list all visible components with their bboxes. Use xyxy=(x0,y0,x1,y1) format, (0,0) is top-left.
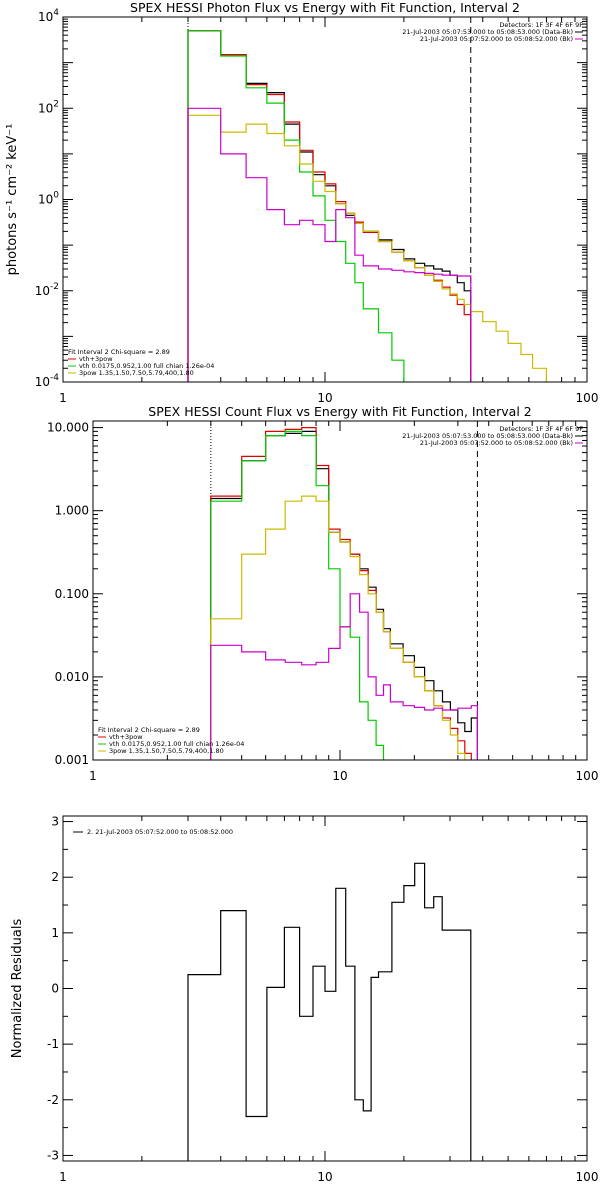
legend-entry: 21-Jul-2003 05:07:52.000 to 05:08:52.000… xyxy=(420,35,573,43)
y-tick-label: 10.000 xyxy=(47,421,89,435)
legend-entry: 21-Jul-2003 05:07:53.000 to 05:08:53.000… xyxy=(402,28,573,36)
y-axis: 0.001 0.010 0.100 1.000 10.000 xyxy=(47,421,587,767)
y-tick-label: -2 xyxy=(47,1093,59,1107)
series-2-line xyxy=(187,30,472,382)
y-tick-label: 0.100 xyxy=(55,587,89,601)
y-tick-label: -1 xyxy=(47,1037,59,1051)
y-axis-label: Normalized Residuals xyxy=(10,919,25,1059)
series-1-line xyxy=(187,862,472,1161)
y-axis: -3 -2 -1 0 1 2 3 xyxy=(47,815,587,1162)
y-tick-label: 0 xyxy=(51,982,59,996)
legend-bottom: Fit Interval 2 Chi-square = 2.89vth+3pow… xyxy=(98,726,244,755)
y-tick-label: 1.000 xyxy=(55,504,89,518)
y-tick-exponent: -2 xyxy=(50,282,59,292)
y-tick-label: 10-2 xyxy=(35,282,59,298)
legend-entry: Fit Interval 2 Chi-square = 2.89 xyxy=(68,348,170,356)
series-group xyxy=(187,862,472,1161)
legend-entry: Detectors: 1F 3F 4F 6F 9F xyxy=(499,425,583,433)
legend-bottom: Fit Interval 2 Chi-square = 2.89vth+3pow… xyxy=(68,348,214,377)
y-tick-exponent: 2 xyxy=(53,99,59,109)
legend-entry: vth+3pow xyxy=(79,355,113,363)
series-3-line xyxy=(187,30,405,382)
x-tick-label: 1 xyxy=(89,769,97,783)
y-tick-label: 3 xyxy=(51,815,59,829)
legend-entry: vth 0.0175,0.952,1.00 full chian 1.26e-0… xyxy=(79,362,214,370)
y-tick-exponent: 0 xyxy=(53,191,59,201)
y-tick-label: -3 xyxy=(47,1148,59,1162)
x-tick-label: 10 xyxy=(317,391,332,405)
series-1-line xyxy=(187,30,472,382)
y-tick-exponent: -4 xyxy=(50,373,59,383)
y-tick-label: 0.001 xyxy=(55,753,89,767)
legend-entry: 2. 21-Jul-2003 05:07:52.000 to 05:08:52.… xyxy=(87,828,233,836)
y-tick-label: 104 xyxy=(38,8,59,24)
plot-frame xyxy=(92,420,588,761)
legend-entry: 21-Jul-2003 05:07:52.000 to 05:08:52.000… xyxy=(420,439,573,447)
plot-frame xyxy=(62,815,588,1162)
y-tick-label: 2 xyxy=(51,870,59,884)
series-4-line xyxy=(210,495,466,760)
legend-entry: 21-Jul-2003 05:07:53.000 to 05:08:53.000… xyxy=(402,432,573,440)
y-tick-label: 1 xyxy=(51,926,59,940)
series-4-line xyxy=(187,114,547,382)
x-tick-label: 1 xyxy=(59,391,67,405)
legend-top: 2. 21-Jul-2003 05:07:52.000 to 05:08:52.… xyxy=(73,828,233,836)
x-tick-label: 100 xyxy=(576,391,599,405)
y-tick-exponent: 4 xyxy=(53,8,59,18)
chart-1: SPEX HESSI Photon Flux vs Energy with Fi… xyxy=(5,0,598,405)
chart-3: 1 10 100 -3 -2 -1 0 1 2 3 Normalized Residuals 2. 2… xyxy=(10,815,598,1184)
legend-entry: Detectors: 1F 3F 4F 6F 9F xyxy=(499,21,583,29)
y-tick-label: 100 xyxy=(38,191,59,207)
y-axis-label: photons s⁻¹ cm⁻² keV⁻¹ xyxy=(5,124,20,276)
x-tick-label: 100 xyxy=(576,769,599,783)
series-group xyxy=(187,30,547,382)
x-tick-label: 1 xyxy=(59,1170,67,1184)
plot-frame xyxy=(62,16,588,383)
y-axis: 10-4 10-2 100 102 104 xyxy=(35,8,587,389)
legend-entry: vth+3pow xyxy=(109,733,143,741)
legend-entry: 3pow 1.35,1.50,7.50,5.79,400,1.80 xyxy=(79,369,194,377)
y-tick-label: 10-4 xyxy=(35,373,60,389)
legend-entry: Fit Interval 2 Chi-square = 2.89 xyxy=(98,726,200,734)
x-tick-label: 100 xyxy=(576,1170,599,1184)
legend-entry: 3pow 1.35,1.50,7.50,5.79,400,1.80 xyxy=(109,747,224,755)
y-tick-label: 0.010 xyxy=(55,670,89,684)
x-axis: 1 10 100 xyxy=(89,421,598,783)
y-tick-label: 102 xyxy=(38,99,59,115)
chart-title: SPEX HESSI Count Flux vs Energy with Fit… xyxy=(148,404,531,419)
series-5-line xyxy=(187,107,472,382)
series-group xyxy=(210,427,478,760)
x-axis: 1 10 100 xyxy=(59,17,598,405)
series-5-line xyxy=(210,593,478,760)
x-axis: 1 10 100 xyxy=(59,816,598,1184)
legend-entry: vth 0.0175,0.952,1.00 full chian 1.26e-0… xyxy=(109,740,244,748)
x-tick-label: 10 xyxy=(317,1170,332,1184)
chart-title: SPEX HESSI Photon Flux vs Energy with Fi… xyxy=(130,0,520,15)
series-3-line xyxy=(210,430,385,760)
chart-2: SPEX HESSI Count Flux vs Energy with Fit… xyxy=(47,404,598,783)
x-tick-label: 10 xyxy=(332,769,347,783)
